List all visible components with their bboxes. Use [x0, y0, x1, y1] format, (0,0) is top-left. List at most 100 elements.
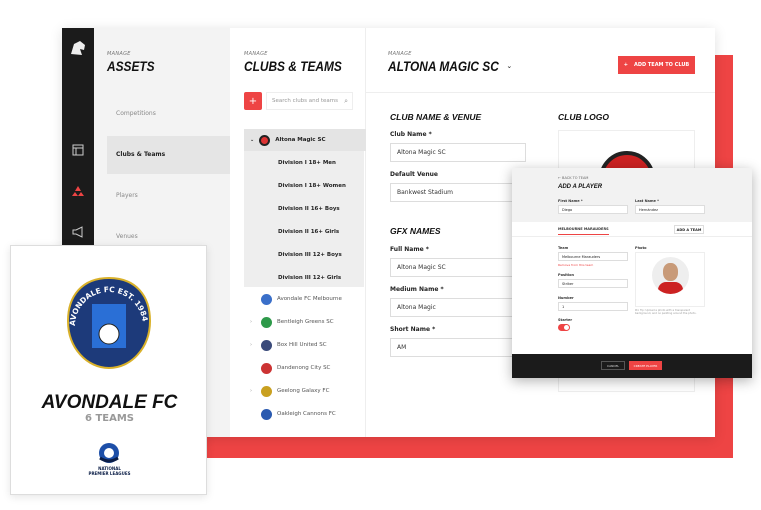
lion-logo-icon: [71, 41, 85, 55]
club-name: Geelong Galaxy FC: [277, 388, 330, 394]
add-a-team-label: ADD A TEAM: [676, 227, 702, 232]
club-name: Dandenong City SC: [277, 365, 331, 371]
chevron-down-icon: ⌄: [506, 62, 513, 70]
back-link[interactable]: ← BACK TO TEAM: [558, 176, 589, 180]
photo-upload[interactable]: [635, 252, 705, 307]
club-crest-icon: [261, 293, 272, 305]
remove-team-link[interactable]: Remove from this team: [558, 263, 594, 267]
chevron-down-icon: ⌄: [250, 137, 255, 143]
club-name: Avondale FC Melbourne: [277, 296, 342, 302]
cancel-button[interactable]: CANCEL: [601, 361, 625, 370]
club-row[interactable]: › Box Hill United SC: [244, 334, 366, 356]
team-row[interactable]: Division III 12+ Boys: [278, 252, 342, 258]
add-a-team-button[interactable]: ADD A TEAM: [674, 225, 704, 234]
clubs-kicker: MANAGE: [244, 51, 268, 57]
starter-label: Starter: [558, 318, 573, 322]
assets-title: ASSETS: [107, 58, 155, 74]
add-team-label: ADD TEAM TO CLUB: [633, 62, 690, 68]
divider: [512, 236, 752, 237]
add-club-button[interactable]: +: [244, 92, 262, 110]
toggle-knob: [564, 325, 569, 330]
club-crest-icon: [261, 362, 272, 374]
venue-input[interactable]: Bankwest Stadium: [390, 183, 526, 202]
club-row[interactable]: Dandenong City SC: [244, 357, 366, 379]
search-placeholder: Search clubs and teams: [272, 98, 339, 104]
short-name-label: Short Name *: [390, 326, 436, 333]
npl-logo-icon: [99, 443, 119, 463]
team-select[interactable]: Melbourne Marauders: [558, 252, 628, 261]
club-name-input[interactable]: Altona Magic SC: [390, 143, 526, 162]
chevron-right-icon: ›: [250, 342, 252, 348]
photo-label: Photo: [635, 246, 647, 250]
position-label: Position: [558, 273, 575, 277]
divider: [366, 92, 715, 93]
medium-name-input[interactable]: Altona Magic: [390, 298, 526, 317]
assets-kicker: MANAGE: [107, 51, 131, 57]
megaphone-icon[interactable]: [72, 226, 84, 238]
team-row[interactable]: Division II 16+ Boys: [278, 206, 340, 212]
club-row[interactable]: › Geelong Galaxy FC: [244, 380, 366, 402]
nav-competitions[interactable]: Competitions: [116, 110, 156, 117]
plus-icon: +: [623, 62, 628, 68]
search-input[interactable]: Search clubs and teams ⌕: [266, 92, 353, 110]
back-label: BACK TO TEAM: [562, 176, 589, 180]
club-row[interactable]: › Bentleigh Greens SC: [244, 311, 366, 333]
venue-label: Default Venue: [390, 171, 438, 178]
full-name-input[interactable]: Altona Magic SC: [390, 258, 526, 277]
add-team-button[interactable]: + ADD TEAM TO CLUB: [618, 56, 695, 74]
team-tab[interactable]: MELBOURNE MARAUDERS: [558, 227, 609, 235]
club-title[interactable]: ALTONA MAGIC SC ⌄: [388, 58, 512, 74]
club-card-teams: 6 TEAMS: [85, 413, 134, 424]
club-crest-icon: [259, 134, 271, 146]
create-player-button[interactable]: CREATE PLAYER: [629, 361, 662, 370]
add-player-modal: ← BACK TO TEAM ADD A PLAYER First Name *…: [512, 168, 752, 378]
short-name-input[interactable]: AM: [390, 338, 526, 357]
nav-clubs-teams[interactable]: Clubs & Teams: [116, 151, 166, 158]
nav-venues[interactable]: Venues: [116, 233, 138, 240]
club-crest-icon: [261, 339, 272, 351]
club-name: Oakleigh Cannons FC: [277, 411, 336, 417]
npl-logo-text: NATIONAL PREMIER LEAGUES: [88, 466, 131, 476]
last-name-input[interactable]: Hernández: [635, 205, 705, 214]
modal-header: [512, 168, 752, 222]
section-gfx: GFX NAMES: [390, 226, 441, 236]
club-name: Box Hill United SC: [277, 342, 327, 348]
club-row[interactable]: Avondale FC Melbourne: [244, 288, 366, 310]
club-crest-icon: [261, 408, 272, 420]
starter-toggle[interactable]: [558, 324, 570, 331]
clubs-panel: MANAGE CLUBS & TEAMS + Search clubs and …: [230, 28, 366, 437]
club-name-label: Club Name *: [390, 131, 432, 138]
number-label: Number: [558, 296, 574, 300]
first-name-input[interactable]: Diego: [558, 205, 628, 214]
section-club-name: CLUB NAME & VENUE: [390, 112, 482, 122]
team-row[interactable]: Division I 18+ Women: [278, 183, 346, 189]
modal-title: ADD A PLAYER: [558, 184, 603, 190]
team-row[interactable]: Division III 12+ Girls: [278, 275, 342, 281]
clubs-title: CLUBS & TEAMS: [244, 58, 342, 74]
nav-selected-bg: [107, 136, 230, 174]
layout-icon[interactable]: [72, 144, 84, 156]
club-name: Bentleigh Greens SC: [277, 319, 334, 325]
club-name: Altona Magic SC: [275, 137, 326, 143]
medium-name-label: Medium Name *: [390, 286, 444, 293]
search-icon: ⌕: [344, 96, 348, 105]
main-kicker: MANAGE: [388, 51, 412, 57]
club-card: AVONDALE FC EST. 1984 AVONDALE FC 6 TEAM…: [10, 245, 207, 495]
first-name-label: First Name *: [558, 199, 583, 203]
position-input[interactable]: Striker: [558, 279, 628, 288]
club-card-name: AVONDALE FC: [41, 392, 178, 413]
club-crest-icon: [261, 385, 272, 397]
number-input[interactable]: 1: [558, 302, 628, 311]
club-row[interactable]: Oakleigh Cannons FC: [244, 403, 366, 425]
club-row-expanded[interactable]: ⌄ Altona Magic SC: [244, 129, 366, 151]
club-title-text: ALTONA MAGIC SC: [388, 58, 499, 74]
team-row[interactable]: Division I 18+ Men: [278, 160, 336, 166]
nav-players[interactable]: Players: [116, 192, 138, 199]
team-row[interactable]: Division II 16+ Girls: [278, 229, 340, 235]
full-name-label: Full Name *: [390, 246, 429, 253]
team-label: Team: [558, 246, 569, 250]
teams-icon[interactable]: [72, 185, 84, 197]
expanded-club-bg: [244, 129, 364, 287]
last-name-label: Last Name *: [635, 199, 659, 203]
club-crest-icon: [261, 316, 272, 328]
